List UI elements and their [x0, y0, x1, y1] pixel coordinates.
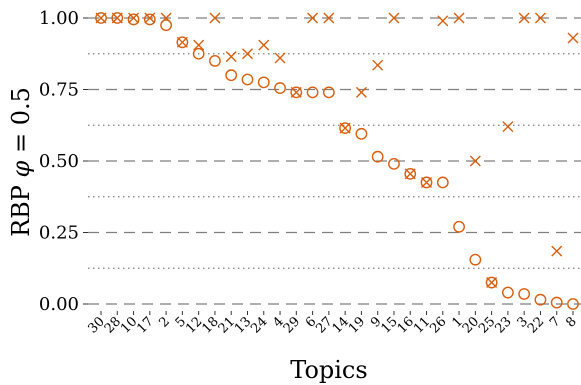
x-marker	[355, 86, 367, 98]
data-points	[95, 12, 579, 310]
x-tick-label: 23	[492, 314, 514, 336]
circle-marker	[95, 12, 107, 24]
x-marker	[567, 32, 579, 44]
x-marker	[502, 121, 514, 133]
x-tick-label: 22	[525, 314, 547, 336]
x-tick-label: 17	[134, 314, 156, 336]
circle-marker	[567, 298, 579, 310]
x-marker	[518, 12, 530, 24]
circle-marker	[550, 296, 563, 309]
x-marker	[486, 277, 498, 289]
circle-marker	[534, 293, 547, 306]
x-marker	[453, 12, 465, 24]
circle-marker	[209, 55, 221, 67]
x-marker	[388, 12, 400, 24]
x-marker	[421, 176, 433, 188]
x-marker	[307, 12, 319, 24]
x-marker	[193, 39, 205, 51]
x-tick-label: 7	[547, 314, 563, 330]
x-marker	[323, 12, 335, 24]
circle-marker	[322, 86, 335, 99]
x-axis-title: Topics	[290, 356, 367, 384]
y-tick-label: 0.25	[39, 223, 79, 244]
x-marker	[534, 12, 546, 24]
x-marker	[274, 52, 286, 64]
circle-marker	[241, 73, 254, 86]
x-marker	[209, 12, 221, 24]
x-marker	[404, 168, 416, 180]
circle-marker	[485, 276, 498, 289]
circle-marker	[192, 47, 205, 60]
y-axis-title-symbol: φ	[7, 160, 35, 177]
grid	[88, 17, 581, 305]
circle-marker	[160, 19, 173, 32]
x-marker	[111, 12, 123, 24]
x-marker	[225, 51, 237, 63]
x-marker	[176, 36, 188, 48]
x-marker	[372, 59, 384, 71]
x-marker	[128, 12, 140, 24]
x-marker	[160, 12, 172, 24]
circle-marker	[339, 122, 352, 135]
circle-marker	[176, 36, 189, 49]
x-marker	[469, 155, 481, 167]
y-axis-title-prefix: RBP	[7, 177, 35, 236]
circle-marker	[290, 86, 303, 99]
x-marker	[258, 39, 270, 51]
circle-marker	[143, 13, 156, 26]
x-tick-label: 26	[427, 314, 449, 336]
x-tick-label: 2	[156, 314, 172, 330]
circle-marker	[306, 86, 319, 99]
x-marker	[551, 245, 563, 257]
x-marker	[290, 86, 302, 98]
y-axis-title-suffix: = 0.5	[7, 87, 35, 161]
x-tick-label: 29	[281, 314, 303, 336]
y-tick-label: 1.00	[39, 8, 79, 29]
y-tick-label: 0.50	[39, 151, 79, 172]
y-axis-ticks: 0.00 0.25 0.50 0.75 1.00	[39, 8, 88, 315]
circle-marker	[518, 288, 531, 300]
circle-marker	[257, 76, 270, 89]
circle-marker	[501, 286, 514, 299]
circle-marker	[111, 12, 124, 24]
circle-marker	[225, 69, 238, 82]
circle-marker	[127, 13, 140, 26]
x-tick-label: 19	[346, 314, 368, 336]
circle-marker	[453, 220, 465, 233]
x-marker	[144, 12, 156, 24]
y-axis-title: RBP φ = 0.5	[7, 87, 35, 237]
circle-marker	[274, 82, 286, 94]
circle-marker	[355, 127, 368, 140]
x-marker	[241, 48, 253, 60]
x-tick-label: 24	[248, 314, 270, 336]
y-tick-label: 0.00	[39, 294, 79, 315]
circle-marker	[404, 167, 417, 180]
x-marker	[339, 122, 351, 134]
circle-marker	[420, 176, 433, 189]
x-tick-label: 8	[563, 314, 579, 330]
circle-marker	[469, 253, 482, 266]
x-marker	[95, 12, 107, 24]
circle-marker	[371, 150, 384, 163]
x-marker	[437, 15, 449, 27]
circle-marker	[436, 176, 449, 189]
y-tick-label: 0.75	[39, 80, 79, 101]
circle-marker	[388, 157, 400, 170]
